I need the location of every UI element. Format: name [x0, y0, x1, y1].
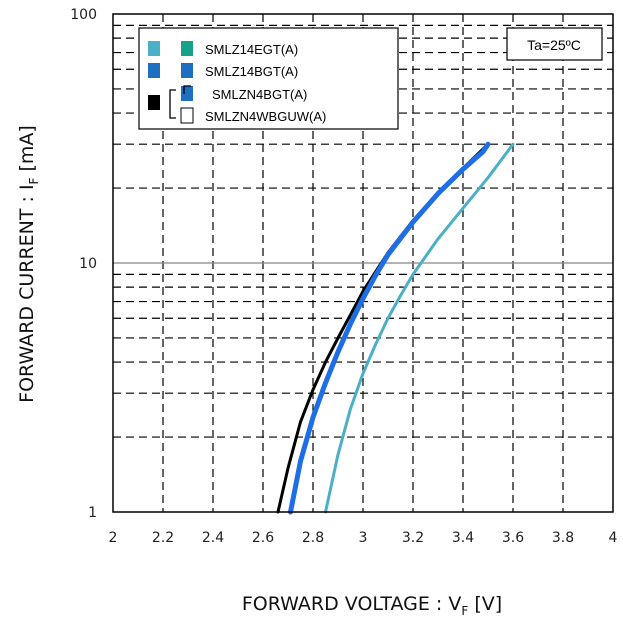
legend-label: SMLZN4BGT(A)	[212, 87, 307, 102]
legend-swatch	[181, 41, 193, 56]
annotation-box	[506, 27, 603, 61]
x-axis-title: FORWARD VOLTAGE : VF [V]	[242, 593, 502, 618]
x-tick-label: 2	[109, 530, 118, 546]
series-line-1	[288, 141, 491, 515]
legend-swatch-shared	[148, 95, 160, 110]
legend-swatch	[181, 63, 193, 78]
legend-label: SMLZ14EGT(A)	[205, 42, 298, 57]
x-tick-label: 2.8	[302, 530, 324, 546]
legend-swatch	[181, 86, 193, 101]
x-tick-label: 3.2	[402, 530, 424, 546]
y-axis-title: FORWARD CURRENT : IF [mA]	[16, 125, 41, 403]
x-tick-label: 3.8	[552, 530, 574, 546]
legend-bracket	[169, 89, 176, 119]
y-tick-label: 100	[70, 7, 97, 23]
y-tick-label: 1	[88, 505, 97, 521]
y-tick-label: 10	[79, 256, 97, 272]
x-tick-label: 3	[359, 530, 368, 546]
plot-frame	[112, 13, 614, 513]
x-tick-label: 4	[609, 530, 618, 546]
annotation-text: Ta=25ºC	[527, 37, 581, 53]
x-tick-label: 2.4	[202, 530, 224, 546]
x-tick-label: 3.4	[452, 530, 474, 546]
x-tick-label: 3.6	[502, 530, 524, 546]
x-tick-labels: 2 2.2 2.4 2.6 2.8 3 3.2 3.4 3.6 3.8 4	[109, 530, 618, 546]
legend-swatch	[180, 107, 194, 124]
series-line-2	[324, 142, 515, 514]
legend-swatch	[148, 41, 160, 56]
legend-label: SMLZ14BGT(A)	[205, 64, 298, 79]
x-tick-label: 2.2	[152, 530, 174, 546]
legend: SMLZ14EGT(A) SMLZ14BGT(A) SMLZN4BGT(A) SMLZ…	[138, 27, 399, 130]
legend-label: SMLZN4WBGUW(A)	[205, 109, 326, 124]
legend-bracket-inner	[183, 85, 191, 94]
x-tick-label: 2.6	[252, 530, 274, 546]
temperature-annotation: Ta=25ºC	[506, 27, 603, 61]
data-series	[276, 141, 515, 515]
legend-swatch	[148, 63, 160, 78]
y-tick-labels: 1 10 100	[70, 7, 97, 521]
